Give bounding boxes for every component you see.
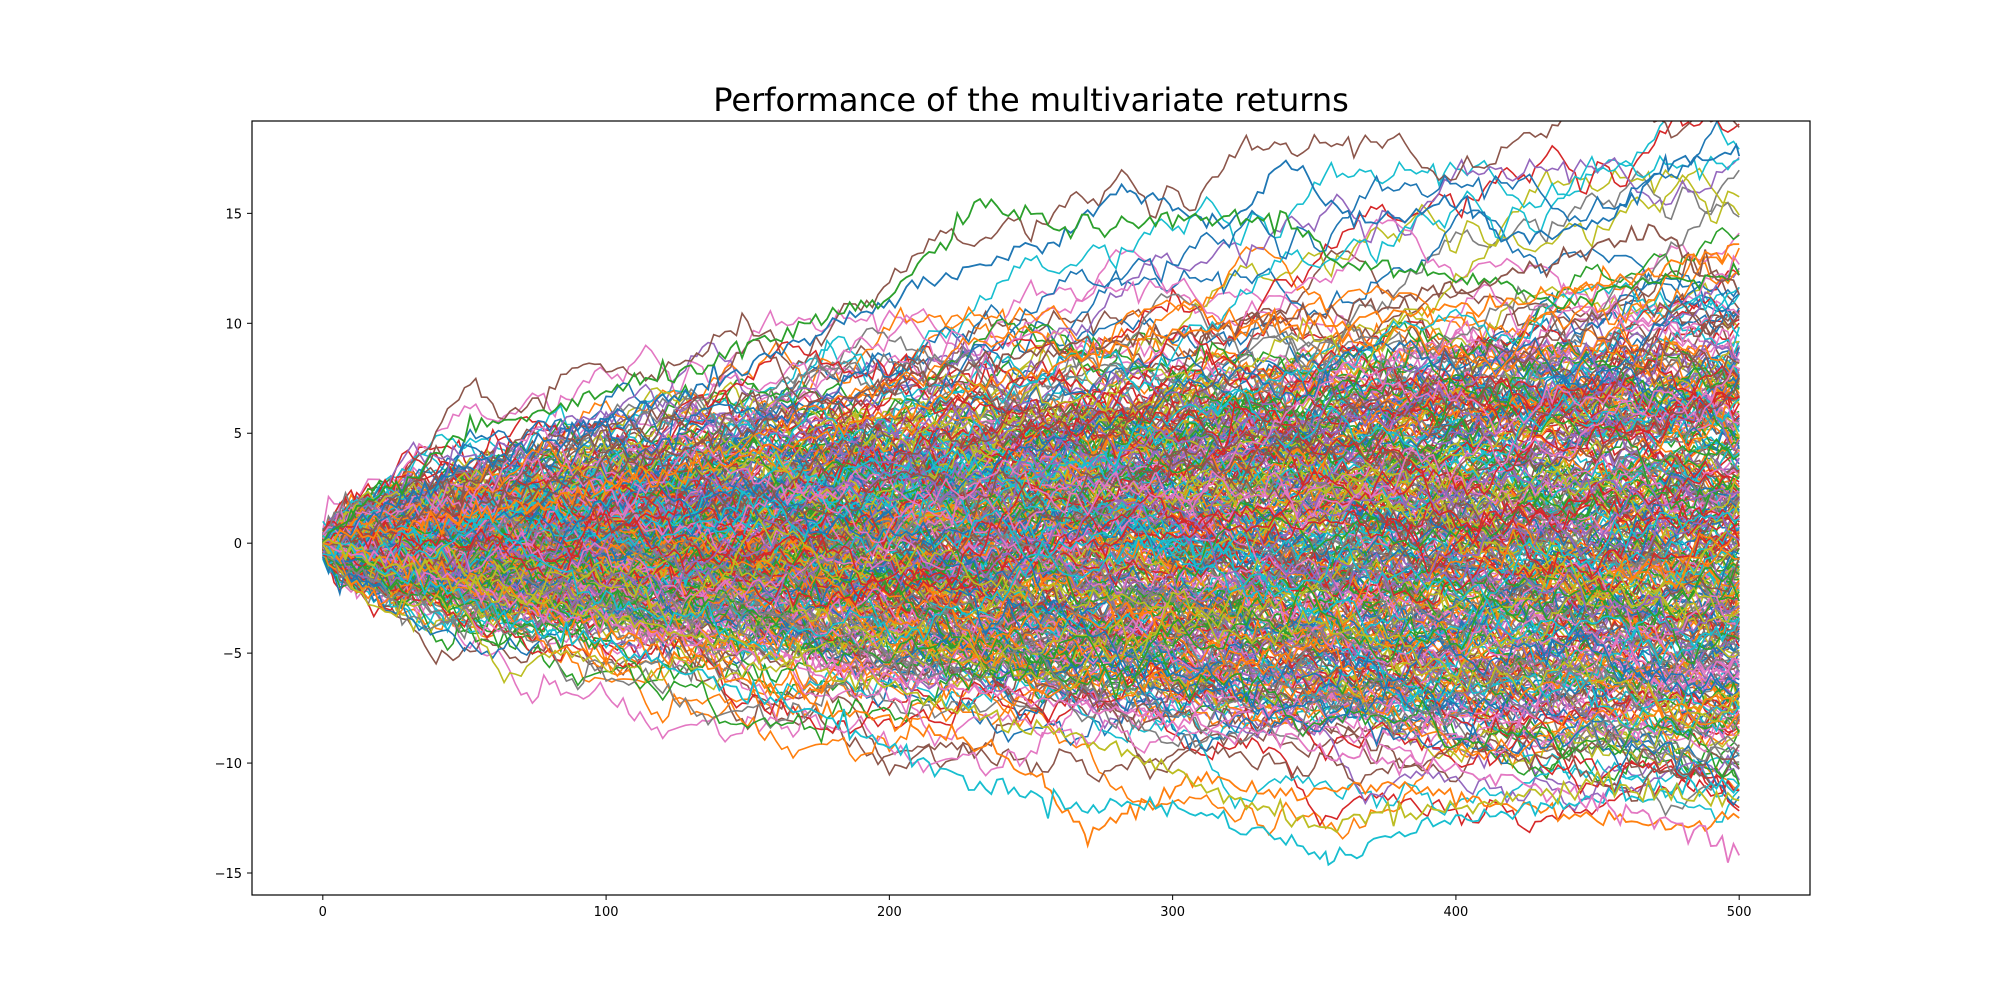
series-line [322,546,1740,761]
series-line [322,491,1740,711]
series-line [322,543,1740,691]
series-line [322,539,1740,776]
axes-frame [251,120,1811,896]
series-line [322,525,1740,730]
x-tick-label: 0 [319,905,327,920]
series-line [322,121,1740,575]
series-line [322,243,1740,546]
series-line [322,445,1740,595]
series-line [322,525,1740,700]
y-tick-label: 10 [225,317,242,332]
series-line [322,121,1740,546]
x-tick-label: 400 [1443,905,1468,920]
series-line [322,542,1741,863]
y-axis: −15 −10 −5 0 5 10 15 [215,207,252,882]
series-layer [322,121,1741,867]
x-tick-label: 500 [1727,905,1752,920]
series-line [322,285,1740,537]
series-line [322,334,1740,554]
series-line [322,485,1740,697]
series-line [322,223,1741,546]
x-tick-label: 300 [1160,905,1185,920]
x-tick-label: 200 [877,905,902,920]
series-line [322,545,1740,812]
y-tick-label: 0 [234,537,242,552]
series-line [322,472,1740,601]
series-line [322,338,1740,551]
series-line [322,281,1740,566]
series-line [322,391,1740,586]
series-line [322,142,1741,544]
series-line [322,537,1740,834]
series-line [322,121,1719,588]
series-line [322,488,1740,605]
series-line [322,154,1740,569]
series-line [322,292,1740,590]
series-line [322,339,1740,559]
series-line [322,516,1740,730]
y-tick-label: −5 [223,647,242,662]
series-line [322,197,1741,544]
series-line [322,292,1740,547]
series-line [322,522,1740,733]
series-line [322,389,1740,577]
series-line [322,399,1740,547]
series-line [322,460,1740,634]
series-line [322,252,1740,547]
y-tick-label: 5 [234,427,242,442]
series-line [322,530,1740,785]
series-line [322,542,1740,867]
series-line [322,377,1740,572]
series-line [322,541,1740,765]
series-line [322,506,1740,606]
series-line [322,513,1740,667]
series-line [322,512,1740,754]
series-line [322,473,1740,602]
series-line [322,515,1740,691]
x-axis: 0 100 200 300 400 500 [319,895,1752,920]
series-line [322,349,1740,569]
y-tick-label: −10 [215,757,242,772]
y-tick-label: 15 [225,207,242,222]
chart-title: Performance of the multivariate returns [713,81,1349,119]
y-tick-label: −15 [215,867,242,882]
series-line [322,538,1740,745]
series-line [322,174,1740,589]
series-line [322,474,1740,605]
x-tick-label: 100 [594,905,619,920]
series-line [322,422,1740,585]
